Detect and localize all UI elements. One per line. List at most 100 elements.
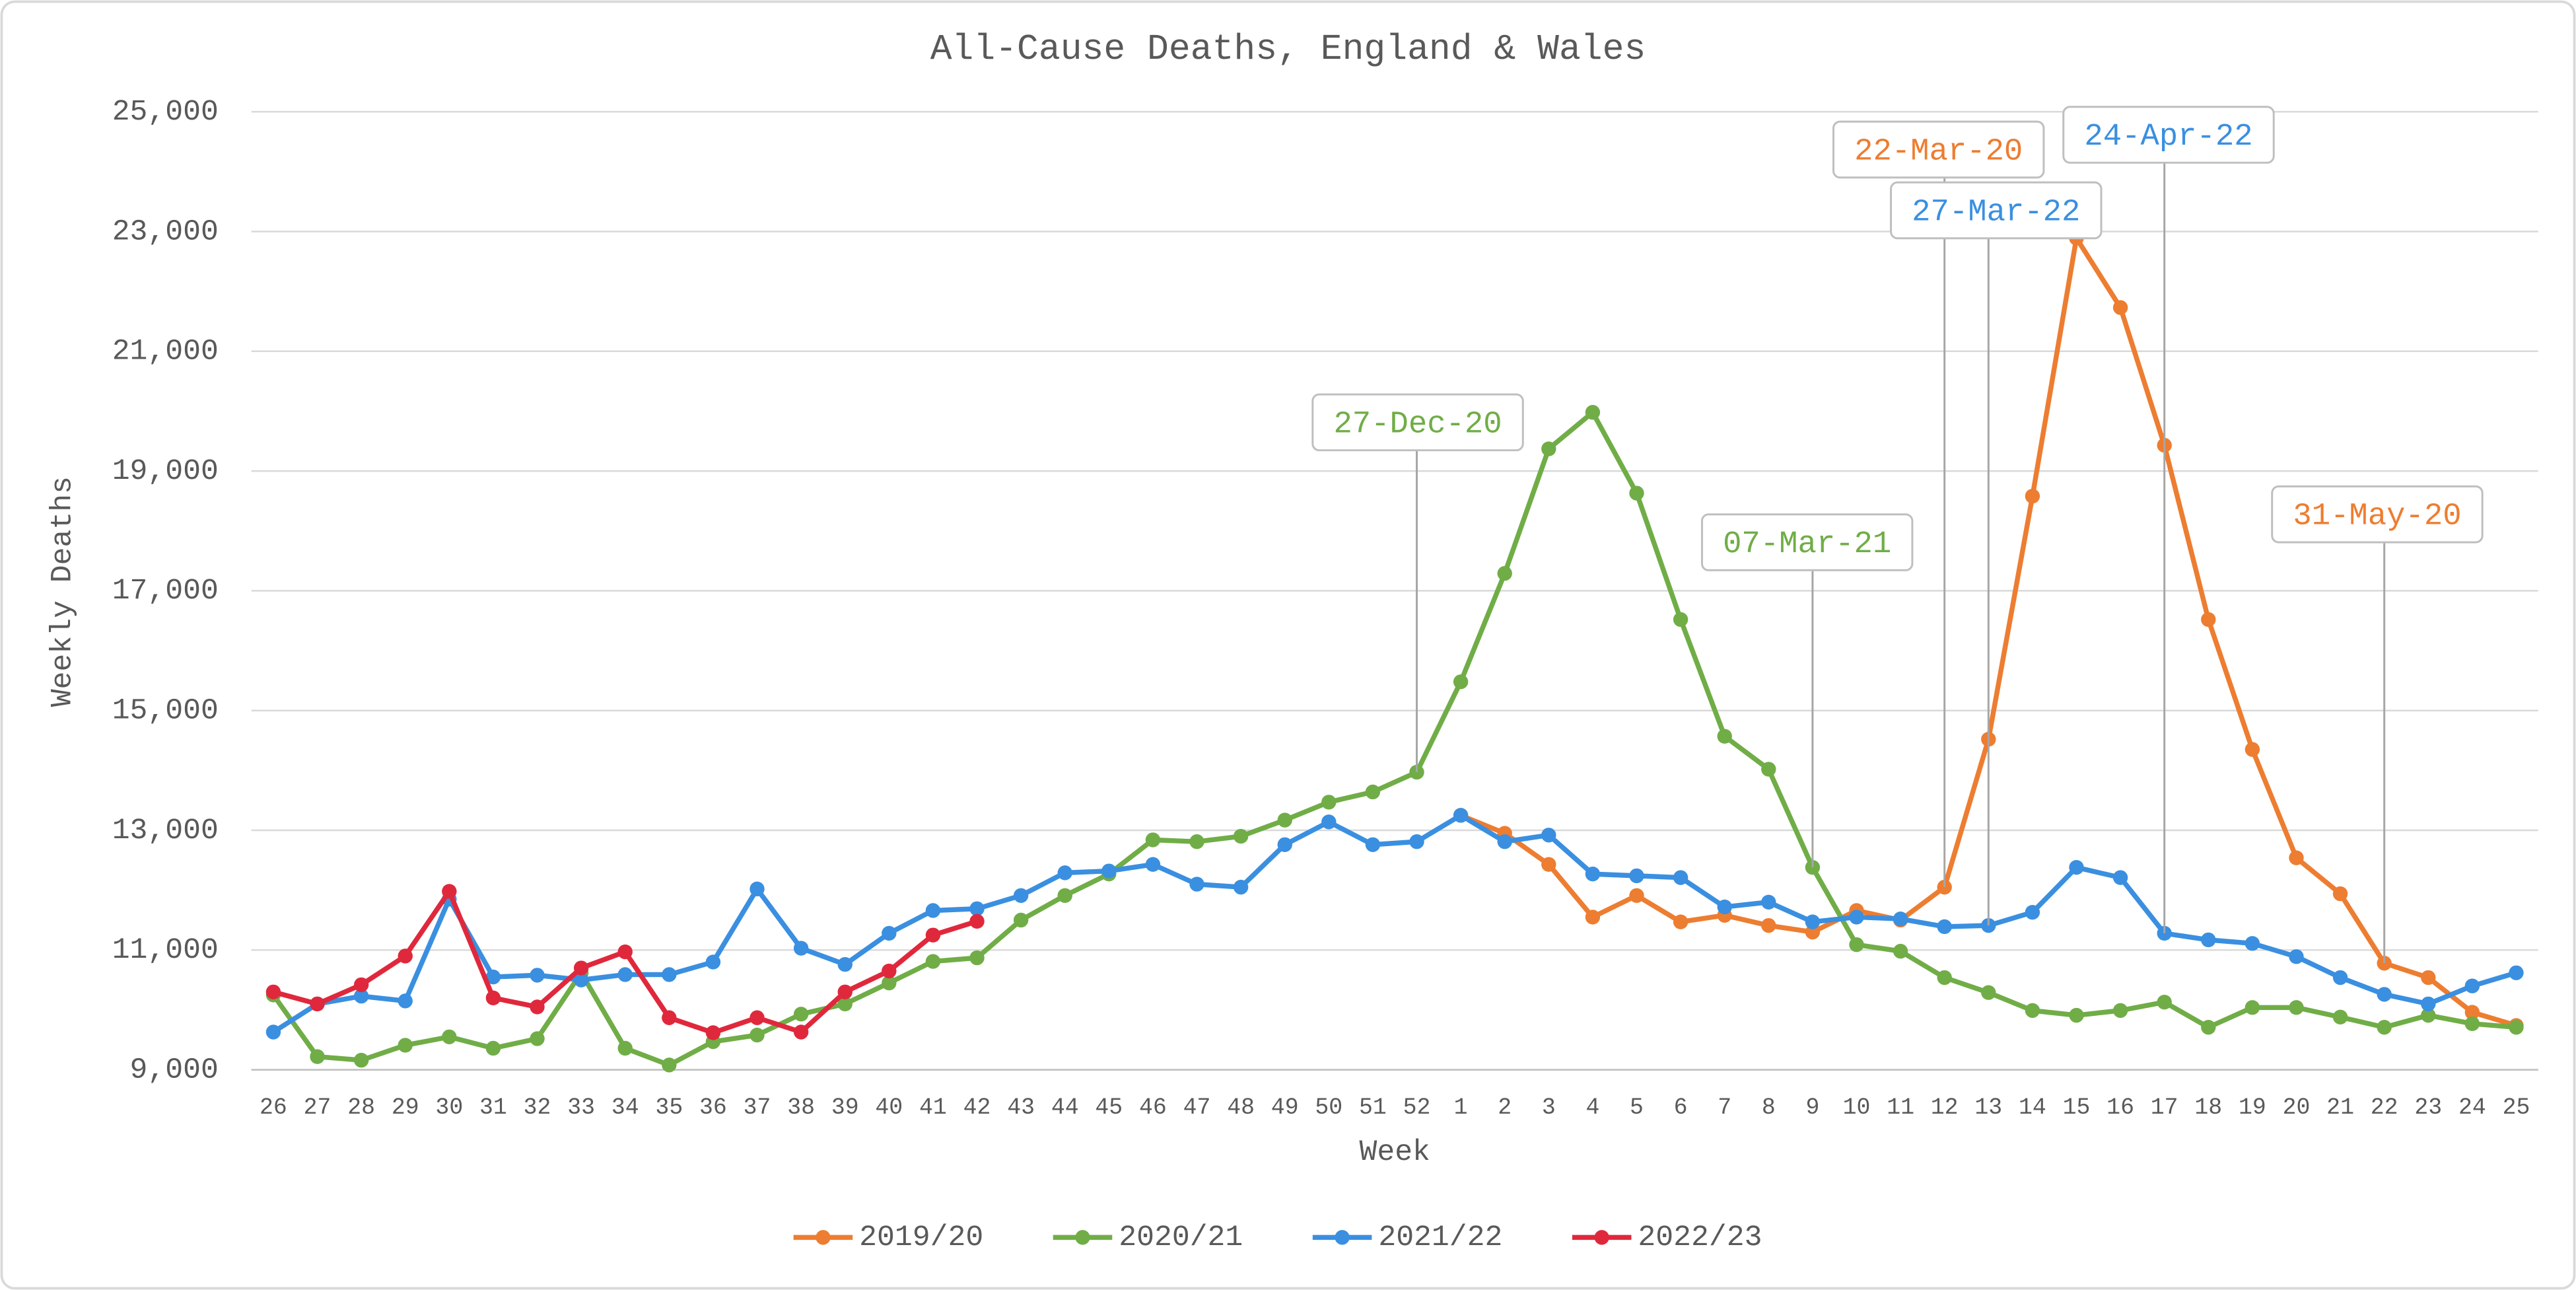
data-point bbox=[2421, 970, 2436, 985]
data-point bbox=[969, 901, 985, 916]
data-point bbox=[2245, 742, 2260, 757]
data-point bbox=[1893, 911, 1908, 927]
data-point bbox=[662, 1057, 677, 1073]
data-point bbox=[1365, 837, 1381, 852]
data-point bbox=[617, 944, 633, 960]
data-point bbox=[2201, 932, 2216, 948]
data-point bbox=[969, 950, 985, 966]
data-point bbox=[2201, 1020, 2216, 1035]
data-point bbox=[353, 1052, 369, 1068]
data-point bbox=[749, 1010, 765, 1025]
data-point bbox=[1145, 857, 1161, 872]
data-point bbox=[793, 1024, 809, 1040]
data-point bbox=[1453, 808, 1469, 823]
annotation-label: 31-May-20 bbox=[2293, 499, 2461, 534]
data-point bbox=[1277, 837, 1292, 852]
data-point bbox=[310, 1049, 325, 1064]
x-tick-label: 43 bbox=[1007, 1095, 1035, 1121]
data-point bbox=[573, 960, 589, 976]
data-point bbox=[2069, 1007, 2084, 1023]
x-tick-label: 39 bbox=[831, 1095, 859, 1121]
data-point bbox=[1189, 834, 1204, 849]
x-tick-label: 50 bbox=[1315, 1095, 1342, 1121]
data-point bbox=[662, 967, 677, 982]
x-tick-label: 16 bbox=[2106, 1095, 2134, 1121]
data-point bbox=[969, 914, 985, 929]
data-point bbox=[1937, 919, 1952, 935]
data-point bbox=[573, 972, 589, 987]
data-point bbox=[265, 1024, 281, 1040]
data-point bbox=[2464, 1016, 2480, 1032]
x-tick-label: 47 bbox=[1183, 1095, 1211, 1121]
x-tick-label: 19 bbox=[2239, 1095, 2266, 1121]
data-point bbox=[837, 996, 853, 1012]
annotation-box bbox=[1832, 120, 2045, 179]
data-point bbox=[1365, 784, 1381, 800]
data-point bbox=[310, 996, 325, 1012]
x-tick-label: 44 bbox=[1051, 1095, 1079, 1121]
data-point bbox=[1585, 866, 1601, 882]
data-point bbox=[925, 954, 941, 969]
x-tick-label: 2 bbox=[1498, 1095, 1512, 1121]
data-point bbox=[1321, 814, 1337, 830]
y-tick-label: 17,000 bbox=[112, 575, 219, 608]
data-point bbox=[485, 969, 501, 985]
data-point bbox=[485, 990, 501, 1006]
data-point bbox=[353, 988, 369, 1004]
legend-marker bbox=[1335, 1230, 1350, 1245]
data-point bbox=[2289, 1000, 2304, 1015]
data-point bbox=[2025, 488, 2040, 504]
x-tick-label: 20 bbox=[2283, 1095, 2311, 1121]
data-point bbox=[1673, 914, 1688, 929]
data-point bbox=[2289, 949, 2304, 964]
data-point bbox=[1761, 762, 1776, 777]
data-point bbox=[1189, 877, 1204, 892]
data-point bbox=[1629, 485, 1644, 501]
data-point bbox=[1145, 832, 1161, 847]
x-tick-label: 49 bbox=[1271, 1095, 1299, 1121]
data-point bbox=[882, 925, 897, 941]
chart-title: All-Cause Deaths, England & Wales bbox=[930, 29, 1646, 70]
data-point bbox=[1101, 863, 1117, 878]
y-tick-label: 11,000 bbox=[112, 934, 219, 967]
series bbox=[265, 808, 2524, 1040]
x-tick-label: 35 bbox=[655, 1095, 683, 1121]
data-point bbox=[2201, 612, 2216, 627]
data-point bbox=[1717, 899, 1732, 915]
data-point bbox=[2245, 1000, 2260, 1015]
legend-label: 2019/20 bbox=[859, 1221, 983, 1254]
legend-marker bbox=[1075, 1230, 1090, 1245]
data-point bbox=[1409, 834, 1424, 849]
data-point bbox=[2112, 300, 2128, 315]
x-tick-label: 51 bbox=[1359, 1095, 1387, 1121]
x-tick-label: 18 bbox=[2194, 1095, 2222, 1121]
data-point bbox=[662, 1010, 677, 1025]
x-tick-label: 27 bbox=[304, 1095, 331, 1121]
data-point bbox=[398, 949, 413, 964]
data-point bbox=[265, 984, 281, 999]
data-point bbox=[705, 954, 721, 970]
data-point bbox=[2112, 1003, 2128, 1019]
series-line bbox=[271, 410, 2517, 1068]
x-tick-label: 45 bbox=[1095, 1095, 1123, 1121]
data-point bbox=[1805, 914, 1821, 929]
legend-marker bbox=[1594, 1230, 1609, 1245]
data-point bbox=[1541, 828, 1556, 843]
x-tick-label: 48 bbox=[1227, 1095, 1255, 1121]
data-point bbox=[1893, 943, 1908, 959]
y-tick-label: 15,000 bbox=[112, 695, 219, 728]
annotation-label: 27-Mar-22 bbox=[1912, 195, 2080, 230]
data-point bbox=[530, 999, 545, 1015]
data-point bbox=[2509, 965, 2524, 980]
data-point bbox=[1673, 612, 1688, 627]
x-tick-label: 6 bbox=[1674, 1095, 1688, 1121]
data-point bbox=[617, 1040, 633, 1056]
series bbox=[265, 405, 2524, 1073]
legend-label: 2020/21 bbox=[1119, 1221, 1243, 1254]
x-tick-label: 28 bbox=[347, 1095, 375, 1121]
legend-label: 2021/22 bbox=[1378, 1221, 1502, 1254]
data-point bbox=[2025, 1003, 2040, 1019]
data-point bbox=[1629, 888, 1644, 904]
data-point bbox=[2157, 994, 2172, 1010]
